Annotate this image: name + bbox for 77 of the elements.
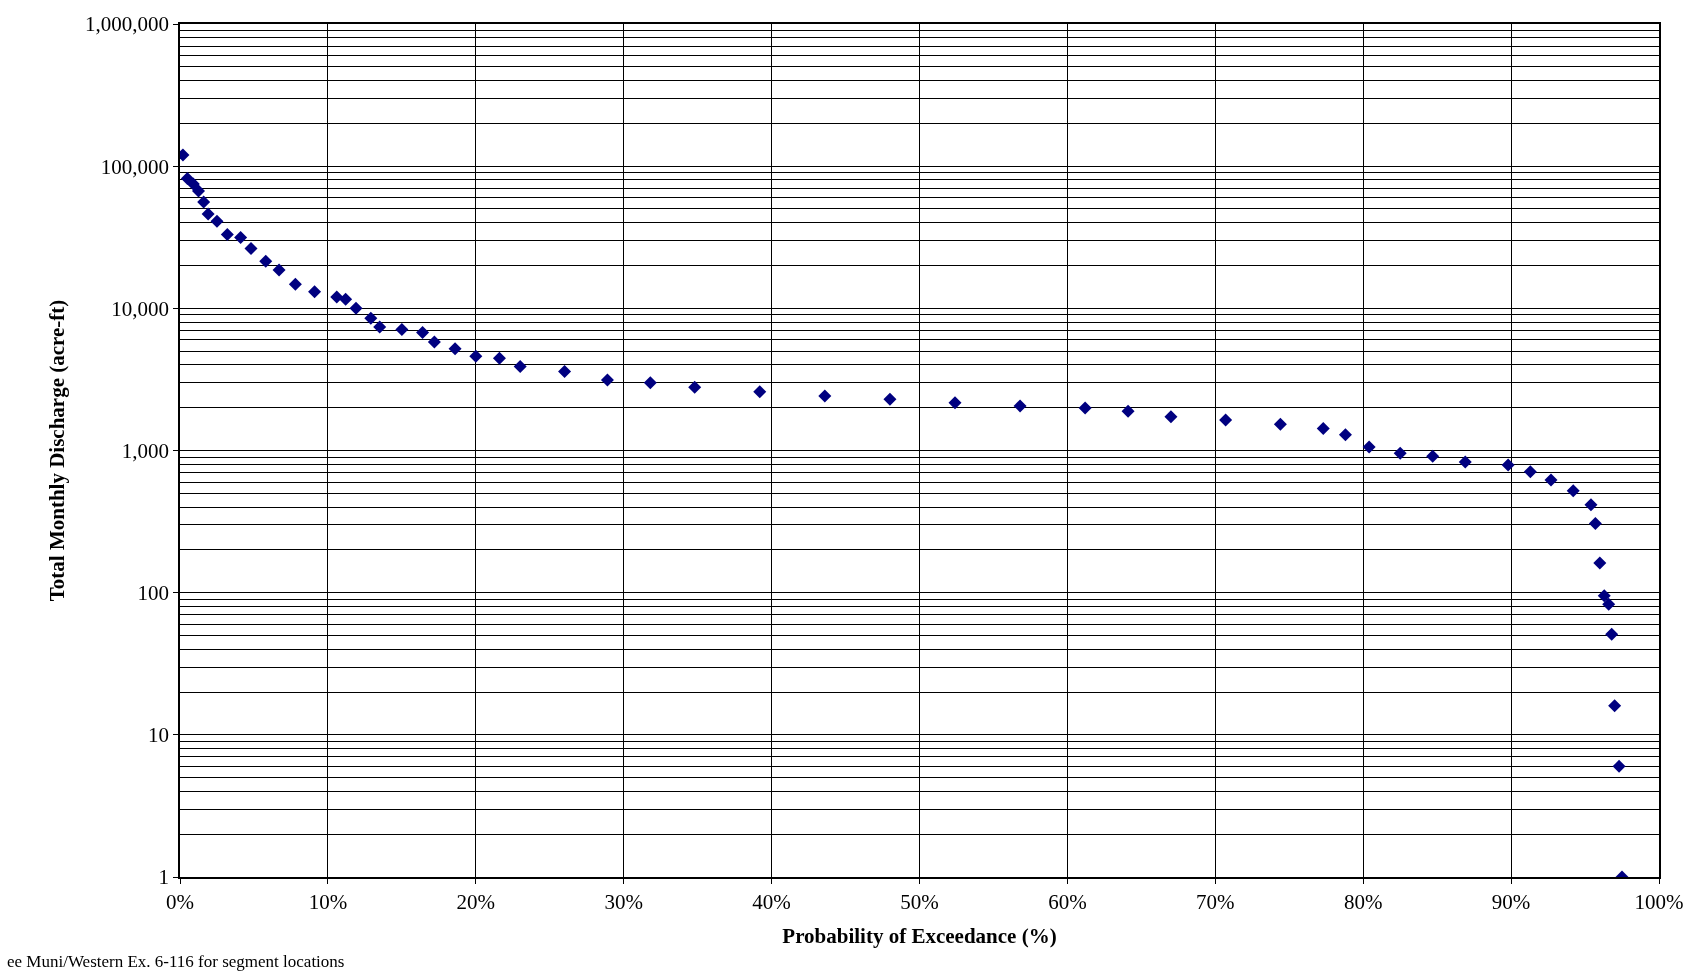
- point: [513, 359, 527, 373]
- point: [288, 277, 302, 291]
- point: [308, 285, 322, 299]
- x-tick-label: 60%: [1048, 889, 1087, 914]
- point: [416, 326, 430, 340]
- x-tick-label: 40%: [752, 889, 791, 914]
- y-tick-label: 100: [137, 581, 170, 606]
- point: [395, 322, 409, 336]
- y-tick-label: 1: [158, 865, 170, 890]
- point: [1426, 449, 1440, 463]
- point: [1078, 401, 1092, 415]
- text: ee Muni/Western Ex. 6-116 for segment locations: [7, 952, 345, 971]
- point: [1593, 556, 1607, 570]
- point: [259, 254, 273, 268]
- point: [1219, 413, 1233, 427]
- point: [558, 364, 572, 378]
- point: [469, 349, 483, 363]
- point: [373, 320, 387, 334]
- point: [753, 385, 767, 399]
- point: [1273, 417, 1287, 431]
- point: [1501, 458, 1515, 472]
- point: [427, 335, 441, 349]
- x-axis-title: Probability of Exceedance (%): [782, 923, 1057, 948]
- point: [186, 177, 200, 191]
- point: [448, 342, 462, 356]
- point: [330, 290, 344, 304]
- point: [1458, 455, 1472, 469]
- y-tick-label: 100,000: [100, 154, 170, 179]
- point: [272, 263, 286, 277]
- point: [948, 396, 962, 410]
- x-tick-label: 90%: [1491, 889, 1531, 914]
- x-tick-label: 50%: [900, 889, 939, 914]
- point: [1164, 410, 1178, 424]
- y-tick-label: 1,000: [121, 438, 170, 463]
- point: [197, 195, 211, 209]
- point: [1523, 465, 1537, 479]
- y-tick-label: 1,000,000: [85, 12, 170, 37]
- x-tick-label: 100%: [1634, 889, 1684, 914]
- point: [492, 351, 506, 365]
- point: [1612, 759, 1626, 773]
- point: [1544, 473, 1558, 487]
- x-tick-label: 30%: [604, 889, 643, 914]
- point: [643, 376, 657, 390]
- point: [1362, 440, 1376, 454]
- point: [1584, 498, 1598, 512]
- point: [1013, 399, 1027, 413]
- point: [1605, 627, 1619, 641]
- point: [883, 392, 897, 406]
- point: [818, 389, 832, 403]
- point: [244, 241, 258, 255]
- point: [688, 380, 702, 394]
- x-tick-label: 80%: [1343, 889, 1383, 914]
- point: [1602, 597, 1616, 611]
- point: [1608, 699, 1622, 713]
- y-tick-label: 10,000: [111, 296, 170, 321]
- point: [234, 230, 248, 244]
- point: [339, 292, 353, 306]
- x-tick-label: 20%: [456, 889, 496, 914]
- point: [1338, 428, 1352, 442]
- x-tick-label: 70%: [1196, 889, 1235, 914]
- point: [1316, 421, 1330, 435]
- point: [1566, 484, 1580, 498]
- point: [600, 373, 614, 387]
- point: [1393, 446, 1407, 460]
- point: [191, 184, 205, 198]
- point: [1121, 404, 1135, 418]
- point: [364, 311, 378, 325]
- y-axis-title: Total Monthly Discharge (acre-ft): [44, 299, 69, 602]
- x-tick-label: 0%: [166, 889, 194, 914]
- y-tick-label: 10: [148, 723, 170, 748]
- point: [1597, 589, 1611, 603]
- point: [349, 301, 363, 315]
- point: [1588, 516, 1602, 530]
- point: [220, 228, 234, 242]
- point: [201, 207, 215, 221]
- point: [210, 214, 224, 228]
- x-tick-label: 10%: [308, 889, 348, 914]
